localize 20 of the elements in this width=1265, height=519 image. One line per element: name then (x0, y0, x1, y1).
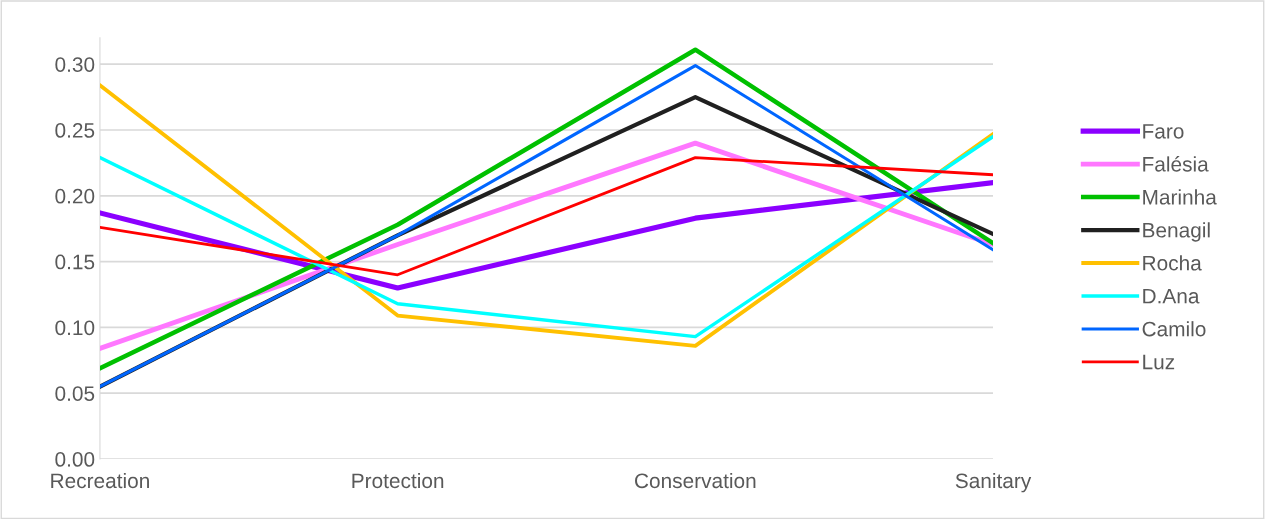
y-tick-label: 0.10 (55, 320, 95, 336)
legend-label: D.Ana (1143, 288, 1200, 304)
legend-label: Benagil (1143, 222, 1210, 242)
y-tick-label: 0.20 (55, 188, 95, 204)
y-tick-label: 0.25 (55, 123, 95, 138)
legend-label: Luz (1143, 354, 1175, 370)
x-tick-label: Protection (352, 472, 444, 489)
line-series (99, 156, 994, 277)
x-tick-label: Conservation (635, 472, 756, 489)
legend-label: Rocha (1143, 255, 1202, 271)
legend-label: Faro (1143, 124, 1184, 139)
y-tick-label: 0.30 (55, 57, 95, 72)
legend-label: Marinha (1143, 189, 1217, 205)
legend-label: Falésia (1143, 156, 1209, 172)
y-tick-label: 0.15 (55, 254, 95, 270)
x-tick-label: Sanitary (955, 472, 1032, 493)
y-tick-label: 0.05 (55, 386, 95, 401)
y-tick-label: 0.00 (55, 452, 95, 467)
legend-label: Camilo (1142, 321, 1206, 337)
x-tick-label: Recreation (51, 472, 149, 489)
